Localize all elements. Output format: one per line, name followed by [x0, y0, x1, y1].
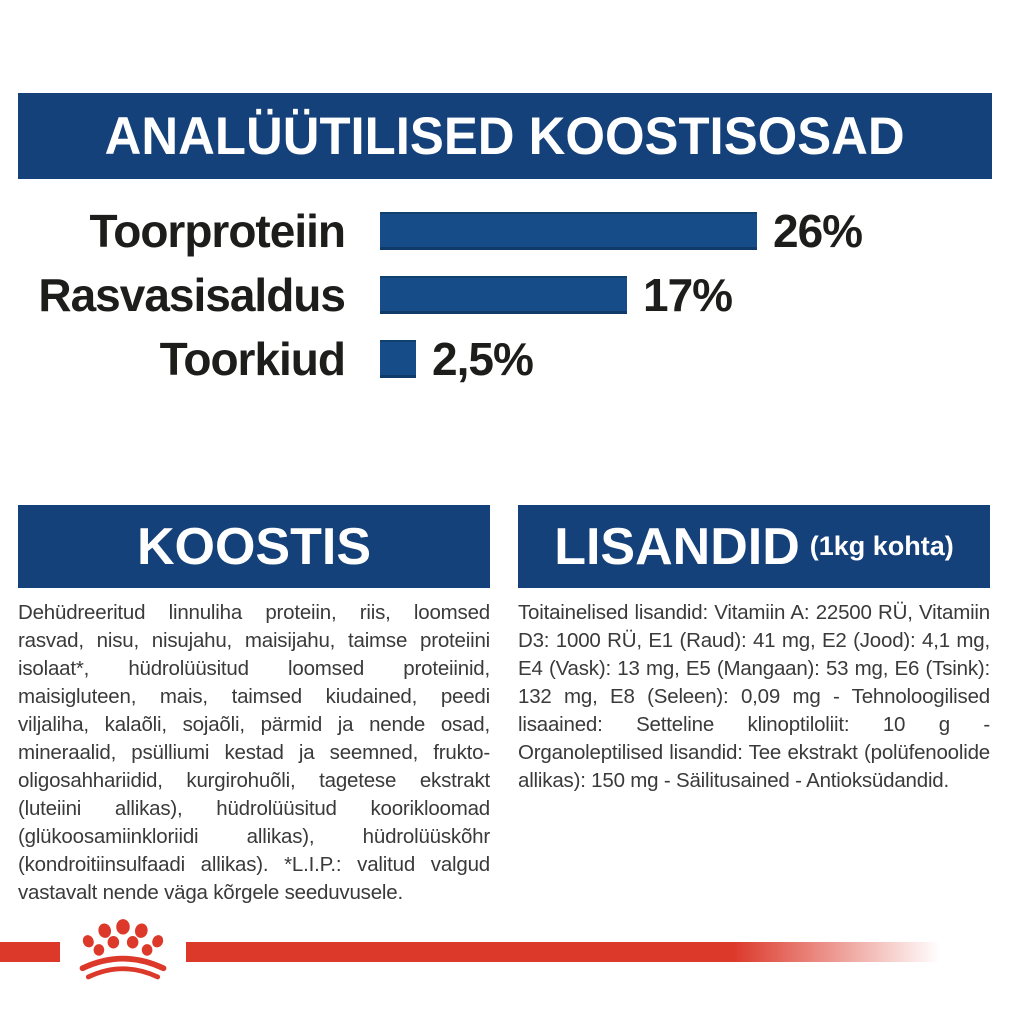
chart-row: Rasvasisaldus 17% [0, 269, 1010, 321]
additives-title: LISANDID [554, 517, 800, 576]
chart-row: Toorkiud 2,5% [0, 333, 1010, 385]
analytical-constituents-banner: ANALÜÜTILISED KOOSTISOSAD [18, 93, 992, 179]
crown-icon [79, 919, 167, 980]
banner-title: ANALÜÜTILISED KOOSTISOSAD [105, 106, 905, 166]
additives-header: LISANDID (1kg kohta) [518, 505, 990, 588]
composition-section: KOOSTIS Dehüdreeritud linnuliha proteiin… [18, 505, 490, 907]
chart-bar [380, 212, 757, 250]
brand-red-band [0, 942, 940, 962]
chart-value-label: 17% [643, 269, 733, 321]
analytical-constituents-chart: Toorproteiin 26% Rasvasisaldus 17% Toorkiud 2… [0, 205, 1010, 404]
chart-category-label: Toorkiud [159, 333, 346, 385]
royal-canin-crown-logo [60, 912, 186, 986]
chart-category-label: Toorproteiin [89, 205, 346, 257]
composition-text: Dehüdreeritud linnuliha proteiin, riis, … [18, 601, 490, 904]
chart-row: Toorproteiin 26% [0, 205, 1010, 257]
chart-value-label: 2,5% [432, 333, 534, 385]
composition-title: KOOSTIS [136, 517, 372, 576]
additives-text: Toitainelised lisandid: Vitamiin A: 2250… [518, 601, 990, 792]
chart-bar [380, 276, 627, 314]
chart-category-label: Rasvasisaldus [38, 269, 346, 321]
chart-value-label: 26% [773, 205, 863, 257]
additives-section: LISANDID (1kg kohta) Toitainelised lisan… [518, 505, 990, 795]
chart-bar [380, 340, 416, 378]
composition-header: KOOSTIS [18, 505, 490, 588]
additives-subtitle: (1kg kohta) [809, 531, 954, 561]
